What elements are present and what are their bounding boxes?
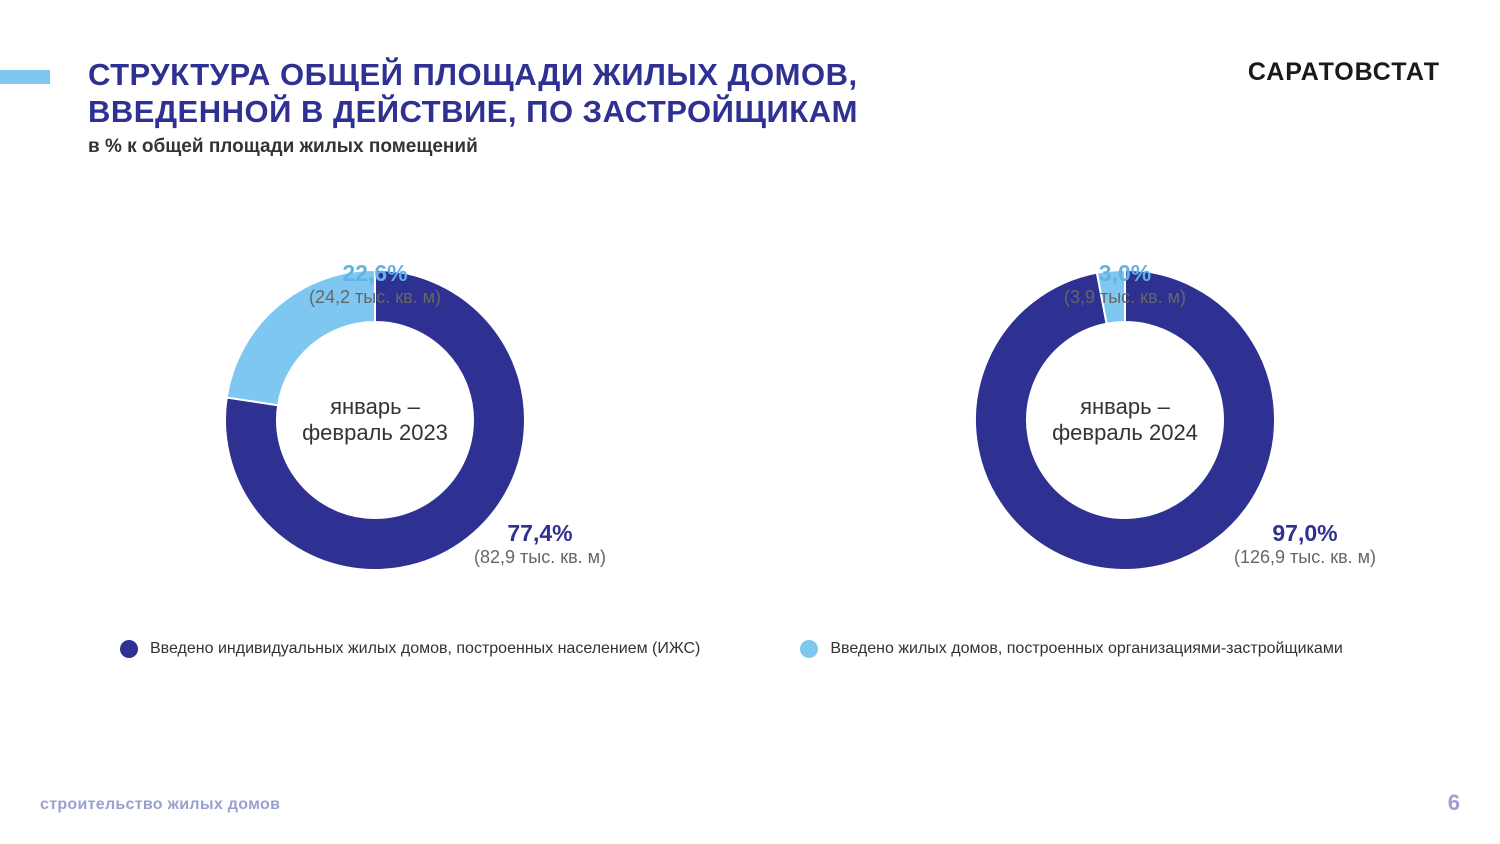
slice-pct: 22,6% [245, 260, 505, 287]
center-label-line1: январь – [330, 394, 420, 420]
donut-1: январь –февраль 202497,0%(126,9 тыс. кв.… [975, 270, 1275, 570]
slice-abs: (24,2 тыс. кв. м) [245, 287, 505, 308]
legend-swatch-icon [800, 640, 818, 658]
brand-logo-text: САРАТОВСТАТ [1248, 58, 1440, 87]
charts-row: январь –февраль 202377,4%(82,9 тыс. кв. … [0, 210, 1500, 630]
page-number: 6 [1448, 790, 1460, 816]
slide-page: СТРУКТУРА ОБЩЕЙ ПЛОЩАДИ ЖИЛЫХ ДОМОВ, ВВЕ… [0, 0, 1500, 844]
legend-item-1: Введено жилых домов, построенных организ… [800, 640, 1342, 658]
center-label-line2: февраль 2024 [1052, 420, 1198, 446]
chart-cell-1: январь –февраль 2024 97,0%(126,9 тыс. кв.… [750, 210, 1500, 630]
footer-caption: строительство жилых домов [40, 796, 280, 814]
donut-0: январь –февраль 202377,4%(82,9 тыс. кв. … [225, 270, 525, 570]
slice-pct: 97,0% [1195, 520, 1415, 547]
title-line-1: СТРУКТУРА ОБЩЕЙ ПЛОЩАДИ ЖИЛЫХ ДОМОВ, [88, 57, 858, 92]
slice-abs: (82,9 тыс. кв. м) [430, 547, 650, 568]
page-title: СТРУКТУРА ОБЩЕЙ ПЛОЩАДИ ЖИЛЫХ ДОМОВ, ВВЕ… [88, 56, 1088, 130]
slice-abs: (126,9 тыс. кв. м) [1195, 547, 1415, 568]
page-subtitle: в % к общей площади жилых помещений [88, 136, 1088, 158]
slice-abs: (3,9 тыс. кв. м) [995, 287, 1255, 308]
slice-pct: 3,0% [995, 260, 1255, 287]
legend: Введено индивидуальных жилых домов, пост… [120, 640, 1380, 658]
center-label-line1: январь – [1080, 394, 1170, 420]
legend-label: Введено индивидуальных жилых домов, пост… [150, 640, 700, 658]
slice-pct: 77,4% [430, 520, 650, 547]
slice-label-individual: 97,0%(126,9 тыс. кв. м) [1195, 520, 1415, 568]
title-line-2: ВВЕДЕННОЙ В ДЕЙСТВИЕ, ПО ЗАСТРОЙЩИКАМ [88, 94, 858, 129]
center-label-line2: февраль 2023 [302, 420, 448, 446]
accent-bar [0, 70, 50, 84]
legend-item-0: Введено индивидуальных жилых домов, пост… [120, 640, 700, 658]
legend-swatch-icon [120, 640, 138, 658]
header-block: СТРУКТУРА ОБЩЕЙ ПЛОЩАДИ ЖИЛЫХ ДОМОВ, ВВЕ… [88, 56, 1088, 158]
slice-label-organizations: 3,0%(3,9 тыс. кв. м) [995, 260, 1255, 308]
slice-label-organizations: 22,6%(24,2 тыс. кв. м) [245, 260, 505, 308]
legend-label: Введено жилых домов, построенных организ… [830, 640, 1342, 658]
chart-cell-0: январь –февраль 2023 77,4%(82,9 тыс. кв. … [0, 210, 750, 630]
slice-label-individual: 77,4%(82,9 тыс. кв. м) [430, 520, 650, 568]
